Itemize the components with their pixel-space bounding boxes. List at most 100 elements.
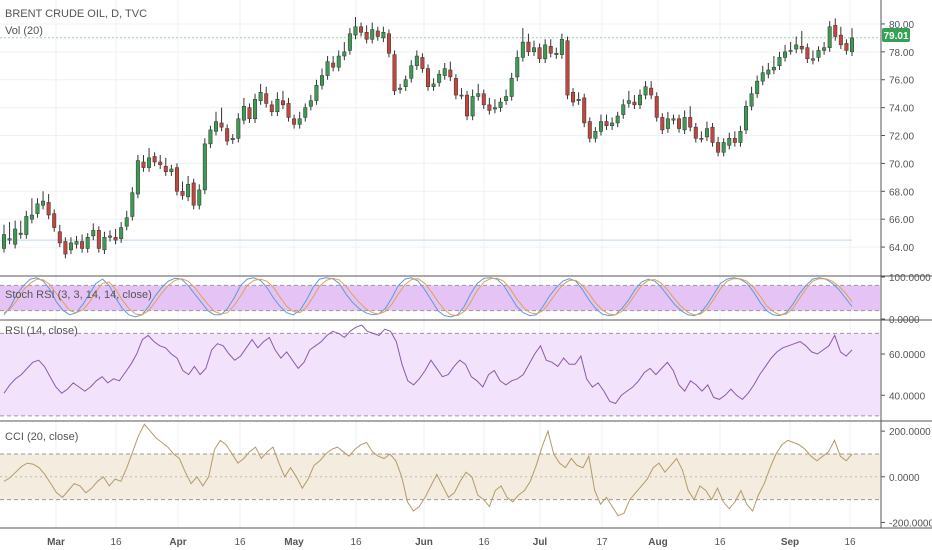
stoch-rsi-line	[3, 277, 853, 318]
candle-body	[470, 96, 475, 117]
candle-body	[660, 117, 665, 131]
price-tick-label: 68.00	[889, 187, 914, 198]
candlestick-series	[2, 16, 854, 259]
candle	[481, 89, 486, 110]
candle-body	[548, 46, 553, 54]
candle	[208, 125, 213, 149]
candle	[336, 50, 341, 72]
candle	[794, 36, 799, 54]
candle-body	[80, 241, 85, 249]
candle	[810, 50, 815, 65]
candle	[515, 50, 520, 82]
candle-body	[582, 97, 587, 124]
candle-body	[119, 227, 124, 239]
candle	[498, 97, 503, 112]
price-tick-label: 78.00	[889, 48, 914, 59]
candle-body	[593, 131, 598, 139]
candle	[236, 113, 241, 143]
candle-body	[431, 83, 436, 87]
cci-tick-label: -200.0000	[889, 518, 932, 529]
candle-body	[766, 69, 771, 75]
candle	[654, 92, 659, 122]
cci-title: CCI (20, close)	[5, 431, 78, 443]
candle-body	[783, 51, 788, 58]
stoch-rsi-tick-label: 100.0000	[889, 273, 931, 284]
candle-body	[409, 65, 414, 79]
candle-body	[96, 230, 101, 249]
candle-body	[336, 55, 341, 68]
candle-body	[320, 75, 324, 86]
candle-body	[816, 50, 821, 58]
candle	[571, 88, 576, 107]
candle-body	[63, 241, 68, 255]
candle	[398, 83, 403, 94]
candle-body	[386, 33, 391, 54]
x-tick-label: 16	[478, 537, 490, 548]
candle-body	[253, 99, 258, 120]
candle	[699, 131, 704, 143]
candle-body	[24, 216, 29, 235]
candle-body	[113, 237, 118, 241]
candle	[448, 61, 453, 82]
candle-body	[732, 138, 737, 143]
cci-tick-label: 0.0000	[889, 473, 920, 484]
candle-body	[169, 168, 174, 173]
candle-body	[74, 241, 79, 245]
price-tick-label: 80.00	[889, 20, 914, 31]
candle	[124, 210, 129, 231]
candle	[671, 114, 676, 125]
candle-body	[41, 200, 46, 206]
candle-body	[850, 37, 854, 53]
candle	[610, 117, 615, 130]
candle-body	[810, 58, 815, 61]
candle	[320, 68, 324, 90]
candle-body	[225, 128, 230, 142]
candle-body	[727, 138, 732, 146]
candle	[532, 40, 536, 57]
candle-body	[760, 72, 765, 82]
candle	[130, 187, 135, 221]
candle-body	[163, 165, 168, 173]
candle	[749, 86, 754, 111]
candle-body	[465, 94, 470, 117]
candle	[386, 29, 391, 58]
indicator-bands	[0, 284, 880, 501]
candle	[492, 99, 497, 114]
candle	[426, 64, 430, 91]
candle	[163, 157, 168, 176]
candle-body	[57, 231, 62, 244]
candle-body	[202, 143, 207, 191]
candle-body	[347, 33, 352, 51]
candle-body	[626, 100, 631, 104]
candle-body	[102, 237, 107, 251]
candle-body	[749, 93, 754, 107]
candle-body	[453, 78, 458, 96]
candle-body	[29, 214, 34, 220]
candle	[375, 26, 380, 41]
candle	[180, 181, 185, 200]
candle-body	[35, 203, 40, 214]
candle-body	[174, 167, 179, 192]
candle	[241, 97, 246, 125]
candle	[437, 69, 442, 87]
grid	[0, 0, 880, 528]
candle-body	[292, 118, 297, 125]
candle-body	[353, 26, 358, 36]
candle	[760, 65, 765, 86]
candle-body	[91, 230, 96, 237]
candle-body	[236, 118, 241, 139]
candle	[704, 121, 709, 142]
candle	[543, 39, 548, 63]
x-tick-label: Aug	[648, 537, 667, 548]
candle	[465, 90, 470, 121]
candle	[548, 39, 553, 58]
candle	[186, 175, 191, 202]
candle-body	[359, 26, 364, 33]
candle-body	[130, 192, 135, 217]
candle-body	[219, 122, 224, 128]
candle-body	[13, 228, 18, 245]
candle-body	[777, 57, 782, 67]
candle	[509, 72, 514, 101]
candle-body	[610, 122, 615, 127]
candle-body	[264, 93, 269, 104]
